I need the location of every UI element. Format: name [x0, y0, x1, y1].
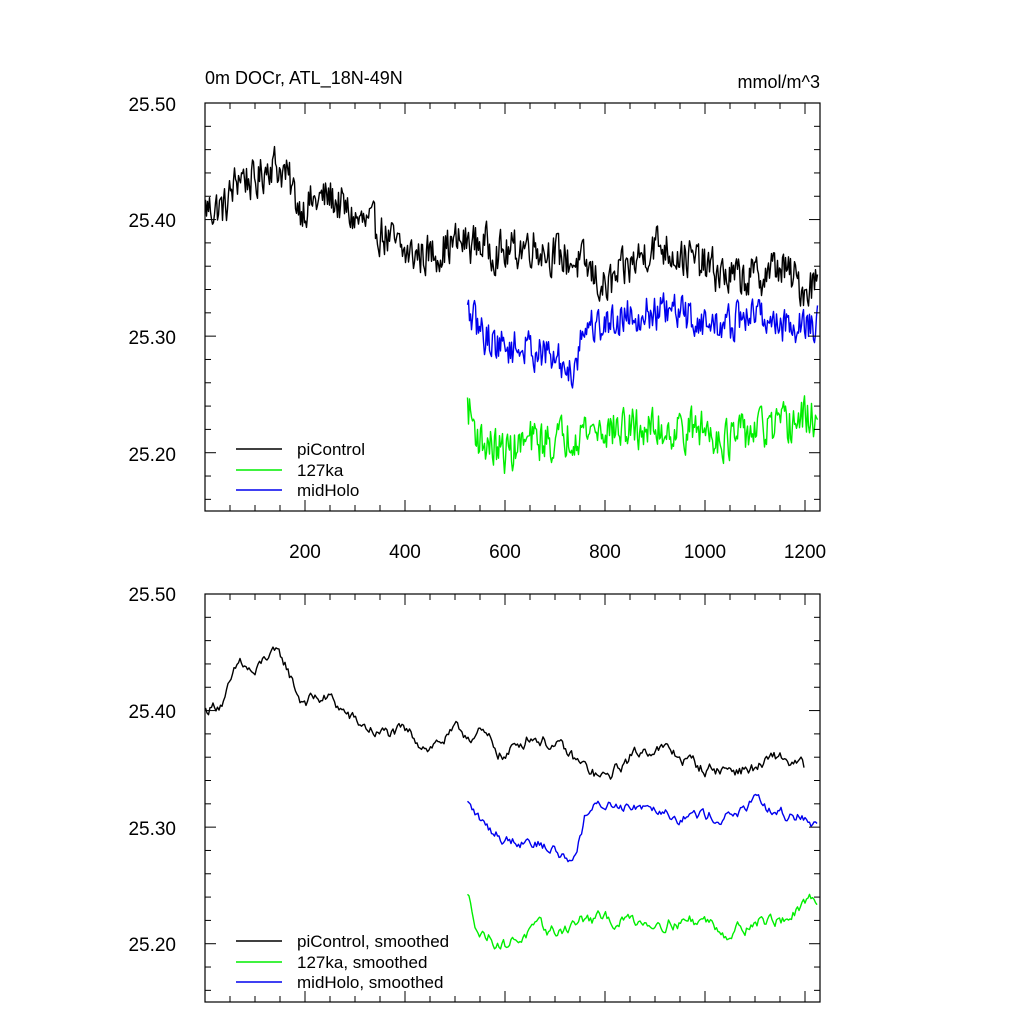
legend-label-midholo-smoothed: midHolo, smoothed [297, 973, 443, 992]
y-axis-labels: 25.50 25.40 25.30 25.20 [128, 585, 176, 956]
x-tick-label: 200 [289, 542, 321, 563]
y-tick-label: 25.20 [128, 445, 176, 466]
x-tick-label: 800 [589, 542, 621, 563]
y-tick-label: 25.40 [128, 702, 176, 723]
series-layer [204, 145, 819, 474]
legend-label-midholo: midHolo [297, 481, 359, 500]
y-tick-label: 25.30 [128, 819, 176, 840]
series-line-127ka-smoothed [466, 893, 818, 950]
y-tick-label: 25.50 [128, 585, 176, 606]
x-tick-label: 1200 [784, 542, 826, 563]
tick-marks [205, 593, 820, 1002]
x-tick-label: 600 [489, 542, 521, 563]
chart-title: 0m DOCr, ATL_18N-49N [205, 68, 403, 89]
legend-label-picontrol: piControl [297, 440, 365, 459]
legend-label-picontrol-smoothed: piControl, smoothed [297, 932, 449, 951]
x-axis-labels: 200 400 600 800 1000 1200 [289, 542, 826, 563]
units-label: mmol/m^3 [738, 72, 820, 92]
x-tick-label: 400 [389, 542, 421, 563]
y-tick-label: 25.20 [128, 935, 176, 956]
plot-frame [204, 102, 821, 512]
y-tick-label: 25.50 [128, 95, 176, 116]
series-layer [204, 646, 818, 950]
bottom-panel: 25.50 25.40 25.30 25.20 piControl, smoot… [128, 585, 821, 1003]
y-tick-label: 25.40 [128, 211, 176, 232]
series-line-midholo-smoothed [467, 793, 818, 863]
series-line-picontrol [204, 145, 819, 307]
series-line-127ka [466, 395, 819, 474]
plot-frame [204, 593, 821, 1003]
series-line-picontrol-smoothed [204, 646, 805, 780]
series-line-midholo [466, 292, 819, 389]
y-tick-label: 25.30 [128, 328, 176, 349]
legend-label-127ka-smoothed: 127ka, smoothed [297, 953, 427, 972]
legend: piControl, smoothed 127ka, smoothed midH… [236, 932, 449, 992]
top-panel: 0m DOCr, ATL_18N-49N mmol/m^3 25.50 25.4… [128, 68, 826, 563]
x-tick-label: 1000 [684, 542, 726, 563]
legend: piControl 127ka midHolo [236, 440, 365, 500]
legend-label-127ka: 127ka [297, 461, 344, 480]
y-axis-labels: 25.50 25.40 25.30 25.20 [128, 95, 176, 466]
